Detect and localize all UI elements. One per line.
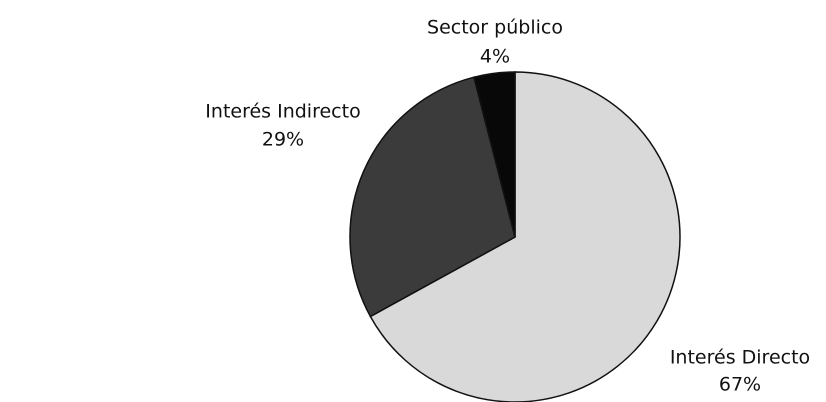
pie-slice (473, 71, 516, 238)
slice-label: Interés Indirecto (205, 101, 360, 123)
slice-label: Sector público (427, 17, 563, 39)
slice-value-label: 67% (719, 374, 761, 396)
pie-slice (349, 76, 516, 318)
slice-value-label: 29% (262, 129, 304, 151)
pie-slice (369, 71, 681, 402)
slice-label: Interés Directo (670, 347, 810, 369)
slice-value-label: 4% (480, 46, 510, 68)
